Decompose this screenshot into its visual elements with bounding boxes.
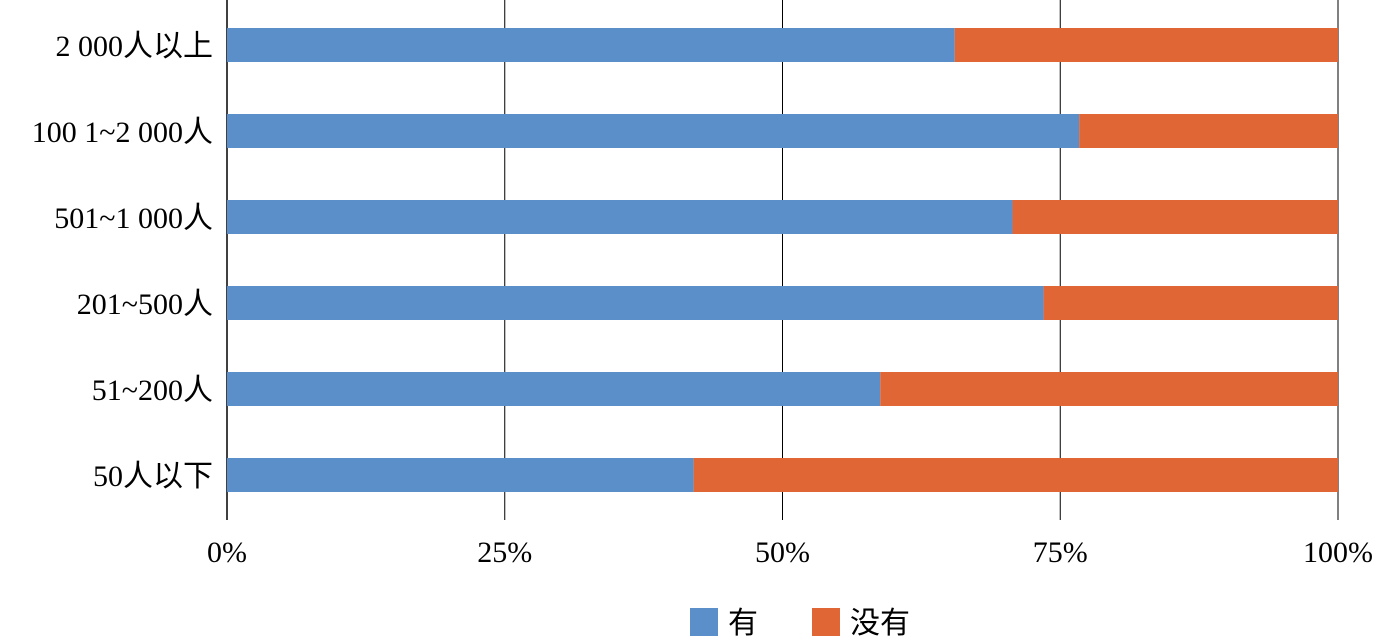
bar-segment-meiyou — [1012, 200, 1338, 234]
x-tick-label: 75% — [1033, 536, 1088, 569]
category-labels: 2 000人以上 100 1~2 000人 501~1 000人 201~500人 51… — [32, 30, 213, 493]
bar-segment-you — [227, 372, 881, 406]
category-label: 201~500人 — [77, 288, 213, 321]
x-tick-label: 0% — [207, 536, 247, 569]
bar-segment-meiyou — [954, 28, 1338, 62]
gridlines — [226, 0, 1339, 520]
bar-segment-you — [227, 114, 1080, 148]
category-label: 2 000人以上 — [56, 30, 214, 63]
legend-swatch — [690, 608, 718, 636]
category-label: 100 1~2 000人 — [32, 116, 213, 149]
x-axis-ticks: 0% 25% 50% 75% 100% — [207, 536, 1373, 569]
x-tick-label: 100% — [1303, 536, 1373, 569]
x-tick-label: 25% — [477, 536, 532, 569]
bar-segment-you — [227, 28, 955, 62]
legend-label: 有 — [728, 607, 758, 638]
bars — [227, 28, 1338, 492]
bar-segment-you — [227, 200, 1013, 234]
legend-label: 没有 — [850, 607, 910, 638]
legend-swatch — [812, 608, 840, 636]
bar-segment-you — [227, 286, 1044, 320]
bar-segment-meiyou — [693, 458, 1338, 492]
bar-segment-meiyou — [1043, 286, 1338, 320]
x-tick-label: 50% — [755, 536, 810, 569]
category-label: 51~200人 — [92, 374, 213, 407]
bar-segment-meiyou — [880, 372, 1338, 406]
category-label: 501~1 000人 — [54, 202, 213, 235]
bar-segment-you — [227, 458, 694, 492]
legend: 有 没有 — [690, 607, 910, 638]
bar-segment-meiyou — [1079, 114, 1338, 148]
category-label: 50人以下 — [93, 460, 213, 493]
